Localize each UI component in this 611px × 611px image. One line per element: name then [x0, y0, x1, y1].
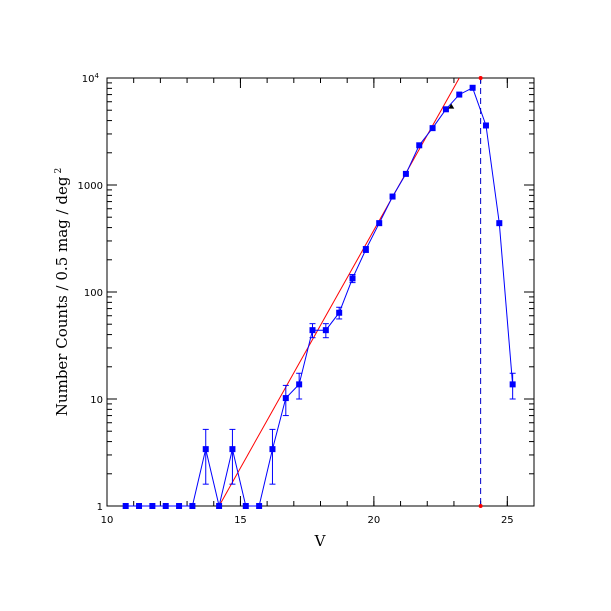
markers — [122, 84, 516, 509]
data-point — [336, 309, 343, 316]
y-tick-label: 104 — [82, 72, 100, 85]
vline-layer — [478, 76, 483, 508]
data-point — [442, 106, 449, 113]
data-point — [242, 503, 249, 509]
data-point — [256, 503, 263, 509]
triangle-marker — [448, 103, 455, 109]
data-point — [162, 503, 169, 509]
y-axis-title-superscript: 2 — [54, 168, 64, 174]
y-tick-label: 1000 — [78, 181, 103, 192]
data-point — [429, 125, 436, 132]
data-point — [322, 327, 329, 334]
data-point — [229, 446, 236, 453]
minor-ticks — [106, 78, 535, 506]
data-point — [362, 246, 369, 253]
data-point — [189, 503, 196, 509]
major-ticks — [106, 77, 534, 507]
y-tick-label: 1 — [97, 502, 103, 513]
data-point — [216, 503, 223, 509]
data-point — [309, 327, 316, 334]
x-tick-label: 20 — [368, 515, 381, 526]
limit-line-top-dot — [478, 76, 483, 80]
data-point — [349, 275, 356, 282]
data-point — [296, 381, 303, 388]
data-point — [402, 170, 409, 177]
limit-line-bottom-dot — [478, 504, 483, 508]
y-axis-title: Number Counts / 0.5 mag / deg 2 — [53, 168, 71, 416]
data-point — [149, 503, 156, 509]
fit-line-layer — [218, 77, 460, 507]
data-point — [136, 503, 143, 509]
data-point — [269, 446, 276, 453]
data-point — [122, 503, 129, 509]
data-point — [456, 91, 463, 98]
data-point — [389, 193, 396, 200]
data-point — [482, 122, 489, 129]
y-tick-label: 100 — [84, 288, 103, 299]
data-point — [509, 381, 516, 388]
x-tick-label: 10 — [101, 515, 114, 526]
series-layer — [125, 87, 514, 507]
data-point — [282, 395, 289, 402]
y-tick-label: 10 — [90, 395, 103, 406]
series-line — [125, 87, 514, 507]
y-tick-label-base: 10 — [82, 74, 95, 85]
x-axis-title: V — [314, 532, 327, 550]
data-point — [469, 84, 476, 91]
data-point — [416, 142, 423, 149]
data-point — [176, 503, 183, 509]
fit-line — [218, 77, 460, 507]
plot-frame — [106, 77, 535, 507]
data-point — [202, 446, 209, 453]
x-tick-label: 25 — [501, 515, 514, 526]
error-bars — [202, 246, 516, 485]
y-axis-title-text: Number Counts / 0.5 mag / deg — [53, 176, 71, 416]
data-point — [496, 220, 503, 227]
data-point — [376, 220, 383, 227]
y-tick-label-exponent: 4 — [95, 72, 100, 80]
x-tick-label: 15 — [234, 515, 247, 526]
